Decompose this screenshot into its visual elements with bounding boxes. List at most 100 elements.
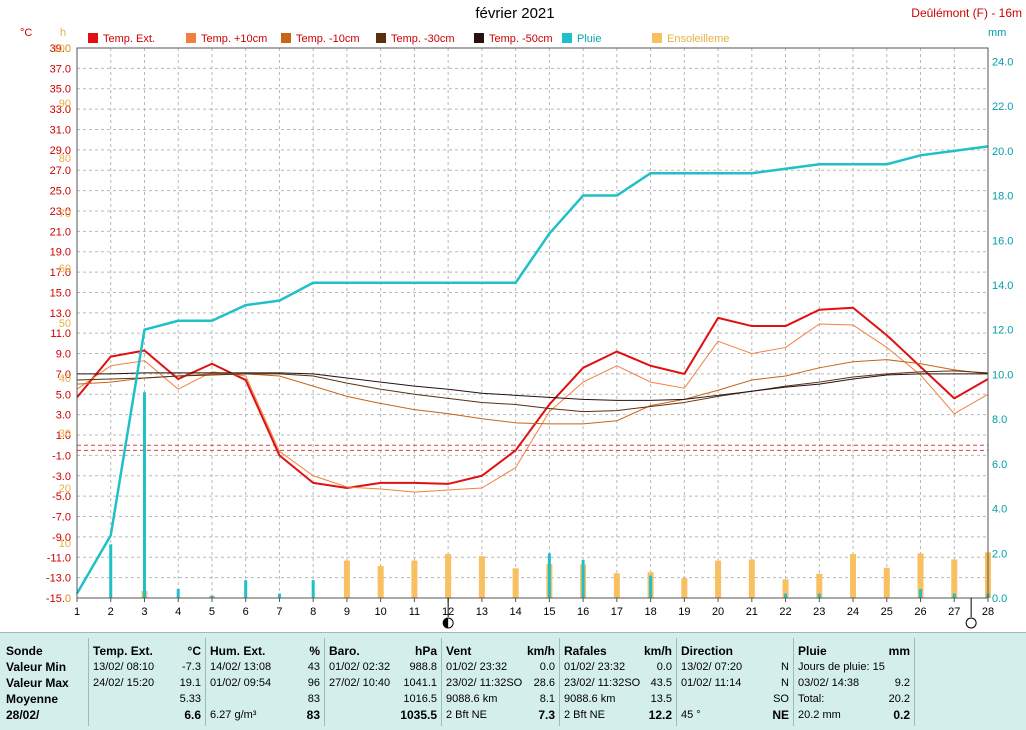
baro-max-value: 1041.1 xyxy=(403,677,437,689)
hours-tick-label: 70 xyxy=(59,208,71,220)
hours-tick-label: 80 xyxy=(59,153,71,165)
rain-tick-label: 12.0 xyxy=(992,325,1013,337)
hours-tick-label: 90 xyxy=(59,98,71,110)
day-tick-label: 19 xyxy=(678,606,690,618)
wind-today: 7.3 xyxy=(538,708,555,722)
plot-frame xyxy=(76,47,989,599)
rain-days: Jours de pluie: 15 xyxy=(798,661,885,673)
day-tick-label: 24 xyxy=(847,606,859,618)
chart-title: février 2021 xyxy=(475,5,555,22)
hum-abs: 6.27 g/m³ xyxy=(210,709,257,721)
hum-max-date: 01/02/ 09:54 xyxy=(210,677,272,689)
day-tick-label: 2 xyxy=(108,606,114,618)
rain-max-value: 9.2 xyxy=(894,677,910,689)
temp-tick-label: 17.0 xyxy=(50,267,71,279)
temp-tick-label: 9.0 xyxy=(56,349,71,361)
legend-swatch xyxy=(474,33,484,43)
wind-avg: 8.1 xyxy=(539,693,555,705)
rain-tick-label: 10.0 xyxy=(992,369,1013,381)
hours-tick-label: 30 xyxy=(59,428,71,440)
series-line-temp-50cm xyxy=(77,372,988,401)
temp-tick-label: -9.0 xyxy=(52,532,71,544)
rain-total-label: Total: xyxy=(798,693,825,705)
day-tick-label: 18 xyxy=(644,606,656,618)
gust-min-value: 0.0 xyxy=(656,661,672,673)
dir-header: Direction xyxy=(681,644,734,658)
legend-label: Temp. Ext. xyxy=(103,33,155,45)
legend-swatch xyxy=(376,33,386,43)
hum-unit: % xyxy=(309,644,320,658)
baro-avg: 1016.5 xyxy=(403,693,437,705)
sunshine-bar xyxy=(715,560,722,598)
summary-col-temp: Temp. Ext. °C 13/02/ 08:10 -7.3 24/02/ 15:… xyxy=(89,638,206,726)
legend-swatch xyxy=(281,33,291,43)
rain-tick-label: 6.0 xyxy=(992,459,1007,471)
day-tick-label: 22 xyxy=(779,606,791,618)
gust-header: Rafales xyxy=(564,644,607,658)
daily-rain-bar xyxy=(919,589,923,598)
temp-tick-label: 25.0 xyxy=(50,186,71,198)
temp-avg: 5.33 xyxy=(179,693,201,705)
rain-header: Pluie xyxy=(798,644,827,658)
day-tick-label: 9 xyxy=(344,606,350,618)
wind-bft: 2 Bft NE xyxy=(446,709,487,721)
rain-tick-label: 16.0 xyxy=(992,235,1013,247)
sunshine-bar xyxy=(411,560,418,598)
day-tick-label: 3 xyxy=(141,606,147,618)
dir-min-value: N xyxy=(781,661,789,673)
gust-max-value: 43.5 xyxy=(650,677,672,689)
hours-tick-label: 40 xyxy=(59,373,71,385)
wind-header: Vent xyxy=(446,644,472,658)
rain-tick-label: 24.0 xyxy=(992,56,1013,68)
wind-distance: 9088.6 km xyxy=(446,693,498,705)
wind-min-date: 01/02/ 23:32 xyxy=(446,661,508,673)
baro-min-date: 01/02/ 02:32 xyxy=(329,661,391,673)
baro-min-value: 988.8 xyxy=(409,661,437,673)
daily-rain-bar xyxy=(277,593,281,598)
day-tick-label: 1 xyxy=(74,606,80,618)
day-tick-label: 6 xyxy=(243,606,249,618)
sunshine-bar xyxy=(883,567,890,598)
legend-swatch xyxy=(652,33,662,43)
dir-max-value: N xyxy=(781,677,789,689)
legend-label: Ensoleilleme xyxy=(667,33,729,45)
hours-tick-label: 20 xyxy=(59,483,71,495)
day-tick-label: 8 xyxy=(310,606,316,618)
station-label: Deûlémont (F) - 16m xyxy=(911,6,1022,20)
summary-col-wind: Vent km/h 01/02/ 23:32 0.0 23/02/ 11:32SO 2… xyxy=(442,638,560,726)
hum-header: Hum. Ext. xyxy=(210,644,266,658)
summary-col-humidity: Hum. Ext.% 14/02/ 13:08 43 01/02/ 09:54 96… xyxy=(206,638,325,726)
dir-degrees: 45 ° xyxy=(681,709,701,721)
rain-month-total: 20.2 mm xyxy=(798,709,841,721)
daily-rain-bar xyxy=(952,593,956,598)
wind-unit: km/h xyxy=(526,644,555,658)
daily-rain-bar xyxy=(311,580,315,598)
wind-max-value: 28.6 xyxy=(533,677,555,689)
sunshine-bar xyxy=(478,556,485,598)
hum-avg: 83 xyxy=(307,693,320,705)
hours-tick-label: 10 xyxy=(59,538,71,550)
summary-col-baro: Baro. hPa 01/02/ 02:32 988.8 27/02/ 10:40 1… xyxy=(325,638,442,726)
temp-max-value: 19.1 xyxy=(179,677,201,689)
legend-label: Temp. +10cm xyxy=(201,33,267,45)
daily-rain-bar xyxy=(784,593,788,598)
sunshine-bar xyxy=(850,554,857,598)
dir-today: NE xyxy=(772,708,789,722)
wind-min-value: 0.0 xyxy=(539,661,555,673)
temp-tick-label: -15.0 xyxy=(46,593,71,605)
temp-min-date: 13/02/ 08:10 xyxy=(93,661,155,673)
legend-swatch xyxy=(186,33,196,43)
temp-tick-label: 27.0 xyxy=(50,165,71,177)
rain-tick-label: 20.0 xyxy=(992,146,1013,158)
row-label-avg: Moyenne xyxy=(6,692,59,706)
temp-tick-label: 37.0 xyxy=(50,63,71,75)
summary-row-labels: Sonde Valeur Min Valeur Max Moyenne 28/0… xyxy=(0,638,89,726)
daily-rain-bar xyxy=(817,593,821,598)
full-moon-icon xyxy=(965,617,977,629)
rain-tick-label: 18.0 xyxy=(992,191,1013,203)
sunshine-bar xyxy=(343,560,350,598)
temp-tick-label: 5.0 xyxy=(56,389,71,401)
day-tick-label: 20 xyxy=(712,606,724,618)
temp-tick-label: 11.0 xyxy=(50,328,71,340)
temp-tick-label: 19.0 xyxy=(50,247,71,259)
